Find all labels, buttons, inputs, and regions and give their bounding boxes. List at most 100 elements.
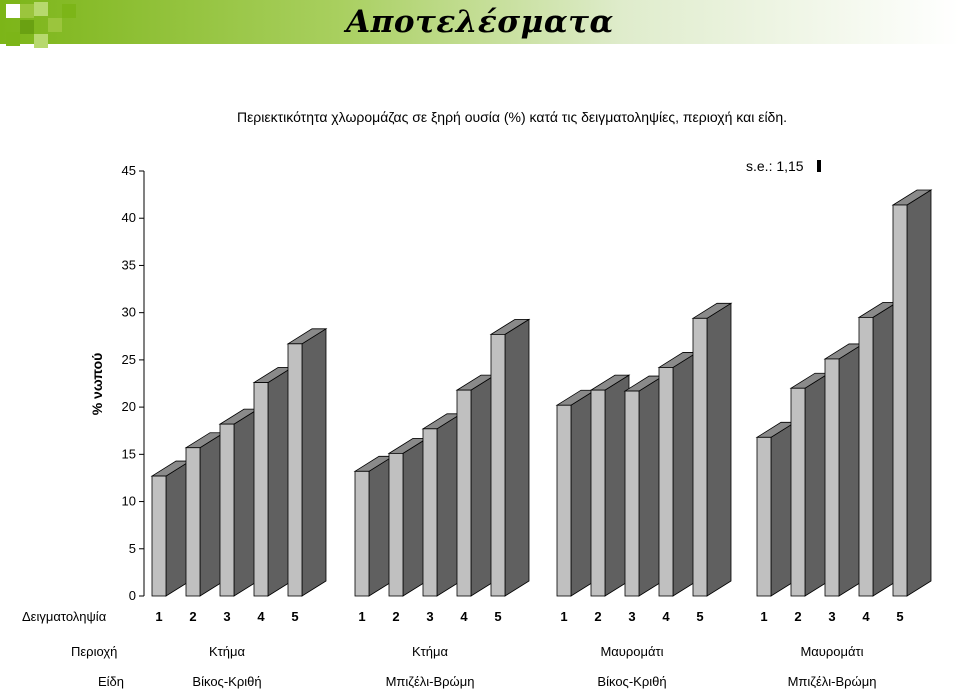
bar (455, 374, 497, 597)
x-tick-label: 4 (662, 609, 670, 624)
bar-front (185, 447, 201, 597)
bar (823, 343, 865, 597)
y-tick-label: 10 (122, 494, 136, 509)
bar (184, 432, 226, 597)
y-tick-label: 5 (129, 541, 136, 556)
bar-front (287, 343, 303, 597)
y-tick-label: 45 (122, 163, 136, 178)
bar (691, 302, 733, 597)
row-label-sampling: Δειγματοληψία (22, 609, 107, 624)
x-tick-label: 2 (794, 609, 801, 624)
bar-front (756, 436, 772, 597)
bar-front (456, 389, 472, 597)
y-tick-label: 0 (129, 588, 136, 603)
x-tick-label: 1 (760, 609, 767, 624)
bar-front (858, 316, 874, 597)
species-label: Μπιζέλι-Βρώμη (788, 674, 877, 689)
bar-side (301, 328, 327, 597)
y-tick-label: 25 (122, 352, 136, 367)
x-tick-label: 2 (594, 609, 601, 624)
logo-square (48, 18, 62, 32)
x-tick-label: 1 (155, 609, 162, 624)
bar-front (824, 358, 840, 597)
bar-front (624, 390, 640, 597)
logo-square (34, 2, 48, 16)
bar-front (590, 389, 606, 597)
y-axis-label: % νωπού (89, 353, 105, 416)
bar (353, 455, 395, 597)
row-label-species: Είδη (98, 674, 124, 689)
x-tick-label: 5 (696, 609, 703, 624)
x-tick-label: 3 (223, 609, 230, 624)
logo-square (20, 20, 34, 34)
bar (286, 328, 328, 597)
bar-front (422, 428, 438, 597)
bar-front (892, 204, 908, 597)
bar (489, 318, 531, 597)
logo-square (20, 4, 34, 18)
bar-front (658, 367, 674, 597)
x-tick-label: 5 (896, 609, 903, 624)
x-tick-label: 3 (628, 609, 635, 624)
x-tick-label: 2 (189, 609, 196, 624)
x-tick-label: 4 (257, 609, 265, 624)
bar-side (504, 318, 530, 597)
bar (387, 437, 429, 597)
species-label: Βίκος-Κριθή (597, 674, 666, 689)
bar-front (556, 404, 572, 597)
bar (657, 351, 699, 597)
bar-front (692, 317, 708, 597)
bar (857, 301, 899, 597)
bar (150, 460, 192, 597)
y-tick-label: 40 (122, 210, 136, 225)
bar (421, 413, 463, 597)
se-label: s.e.: 1,15 (746, 158, 804, 174)
x-tick-label: 3 (828, 609, 835, 624)
bar (589, 374, 631, 597)
header-band (0, 0, 960, 44)
x-tick-label: 3 (426, 609, 433, 624)
x-tick-label: 2 (392, 609, 399, 624)
x-tick-label: 4 (460, 609, 468, 624)
logo-square (62, 4, 76, 18)
region-label: Μαυρομάτι (800, 644, 863, 659)
y-tick-label: 20 (122, 399, 136, 414)
y-tick-label: 30 (122, 305, 136, 320)
species-label: Βίκος-Κριθή (192, 674, 261, 689)
chart-title: Περιεκτικότητα χλωρομάζας σε ξηρή ουσία … (236, 109, 788, 125)
bar (623, 375, 665, 597)
logo-squares (6, 2, 76, 48)
bar (891, 189, 933, 597)
region-label: Κτήμα (209, 644, 246, 659)
bar-front (388, 452, 404, 597)
bar-side (906, 189, 932, 597)
bar (218, 408, 260, 597)
row-label-region: Περιοχή (71, 644, 117, 659)
bar-front (219, 423, 235, 597)
bar (789, 372, 831, 597)
bar-front (490, 333, 506, 597)
x-tick-label: 1 (560, 609, 567, 624)
bar-front (790, 387, 806, 597)
region-label: Μαυρομάτι (600, 644, 663, 659)
bar (252, 366, 294, 597)
x-tick-label: 4 (862, 609, 870, 624)
species-label: Μπιζέλι-Βρώμη (386, 674, 475, 689)
logo-square (34, 34, 48, 48)
bar (555, 389, 597, 597)
bar (755, 421, 797, 597)
y-tick-label: 15 (122, 446, 136, 461)
x-tick-label: 5 (494, 609, 501, 624)
x-tick-label: 5 (291, 609, 298, 624)
bar-front (253, 382, 269, 597)
logo-square (6, 4, 20, 18)
x-tick-label: 1 (358, 609, 365, 624)
slide-title: Αποτελέσματα (346, 4, 614, 40)
region-label: Κτήμα (412, 644, 449, 659)
y-tick-label: 35 (122, 257, 136, 272)
bar-side (706, 302, 732, 597)
bar-front (151, 475, 167, 597)
bar-front (354, 470, 370, 597)
logo-square (6, 32, 20, 46)
